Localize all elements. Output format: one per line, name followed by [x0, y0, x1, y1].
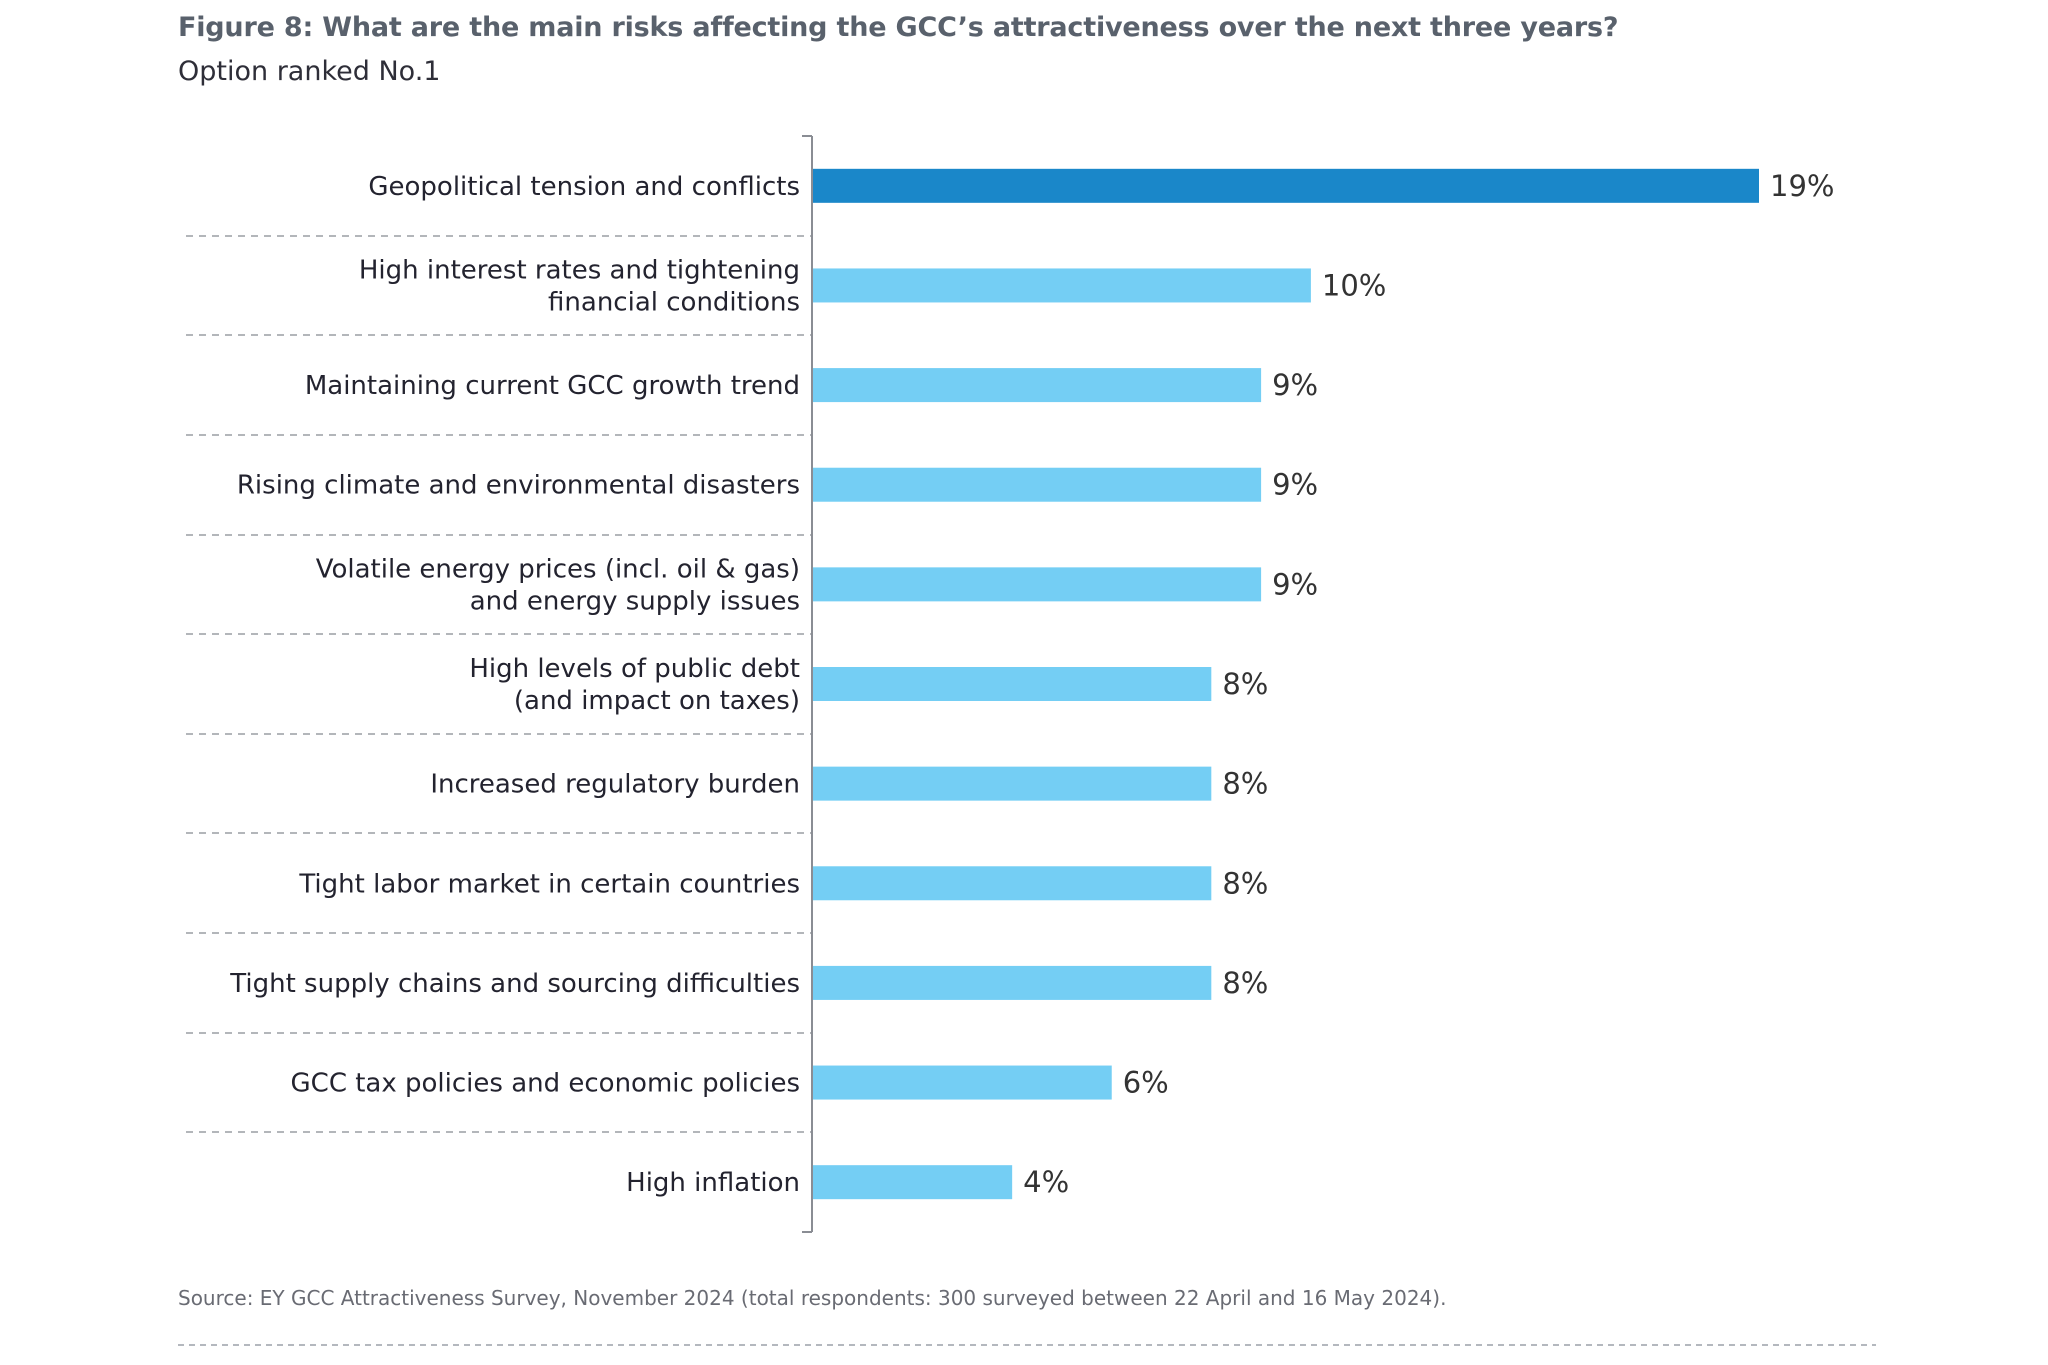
category-label-line: Tight labor market in certain countries — [298, 869, 800, 899]
value-label: 19% — [1770, 169, 1834, 203]
category-label-line: Maintaining current GCC growth trend — [305, 371, 800, 401]
chart-subtitle: Option ranked No.1 — [178, 56, 441, 87]
category-label: High interest rates and tightening financ… — [359, 255, 800, 317]
bar — [813, 866, 1212, 901]
bar — [813, 168, 1759, 203]
category-label-line: Increased regulatory burden — [430, 770, 800, 800]
category-label-line: High levels of public debt — [469, 654, 800, 684]
value-labels: 19% 10% 9% 9% 9% 8% 8% 8% 8% 6% 4% — [1023, 169, 1834, 1199]
value-label: 6% — [1123, 1066, 1169, 1100]
source-note: Source: EY GCC Attractiveness Survey, No… — [178, 1286, 1447, 1310]
category-label-line: Volatile energy prices (incl. oil & gas) — [316, 554, 800, 584]
value-label: 9% — [1272, 368, 1318, 402]
category-label: Increased regulatory burden — [430, 770, 800, 800]
category-label-line: (and impact on taxes) — [514, 686, 800, 716]
bar — [813, 467, 1262, 502]
value-label: 8% — [1222, 767, 1268, 801]
category-label: Maintaining current GCC growth trend — [305, 371, 800, 401]
value-label: 10% — [1322, 268, 1386, 302]
bar — [813, 268, 1311, 303]
category-label-line: GCC tax policies and economic policies — [291, 1069, 800, 1099]
category-label-line: High inflation — [626, 1168, 800, 1198]
category-labels: Geopolitical tension and conflicts High i… — [229, 172, 800, 1198]
bar — [813, 1165, 1013, 1200]
category-label: Volatile energy prices (incl. oil & gas)… — [316, 554, 800, 616]
category-label: GCC tax policies and economic policies — [291, 1069, 800, 1099]
chart-title: Figure 8: What are the main risks affect… — [178, 12, 1619, 43]
bar — [813, 1065, 1112, 1100]
value-label: 4% — [1023, 1165, 1069, 1199]
value-label: 8% — [1222, 966, 1268, 1000]
bar — [813, 965, 1212, 1000]
value-label: 9% — [1272, 567, 1318, 601]
category-label: High inflation — [626, 1168, 800, 1198]
value-label: 9% — [1272, 468, 1318, 502]
bar — [813, 368, 1262, 403]
value-label: 8% — [1222, 866, 1268, 900]
category-axis — [802, 135, 813, 1233]
category-label-line: Geopolitical tension and conflicts — [368, 172, 800, 202]
bar — [813, 567, 1262, 602]
category-label-line: and energy supply issues — [470, 586, 800, 616]
category-label: Tight labor market in certain countries — [298, 869, 800, 899]
bar — [813, 667, 1212, 701]
category-label: High levels of public debt (and impact on… — [469, 654, 800, 716]
bar — [813, 766, 1212, 801]
category-label-line: Rising climate and environmental disaste… — [237, 471, 800, 501]
value-label: 8% — [1222, 667, 1268, 701]
category-label: Geopolitical tension and conflicts — [368, 172, 800, 202]
category-label-line: High interest rates and tightening — [359, 255, 800, 285]
category-label-line: Tight supply chains and sourcing difficu… — [229, 969, 800, 999]
category-label-line: financial conditions — [548, 287, 800, 317]
category-label: Tight supply chains and sourcing difficu… — [229, 969, 800, 999]
category-label: Rising climate and environmental disaste… — [237, 471, 800, 501]
row-dividers — [186, 235, 812, 1133]
bars — [813, 168, 1759, 1200]
